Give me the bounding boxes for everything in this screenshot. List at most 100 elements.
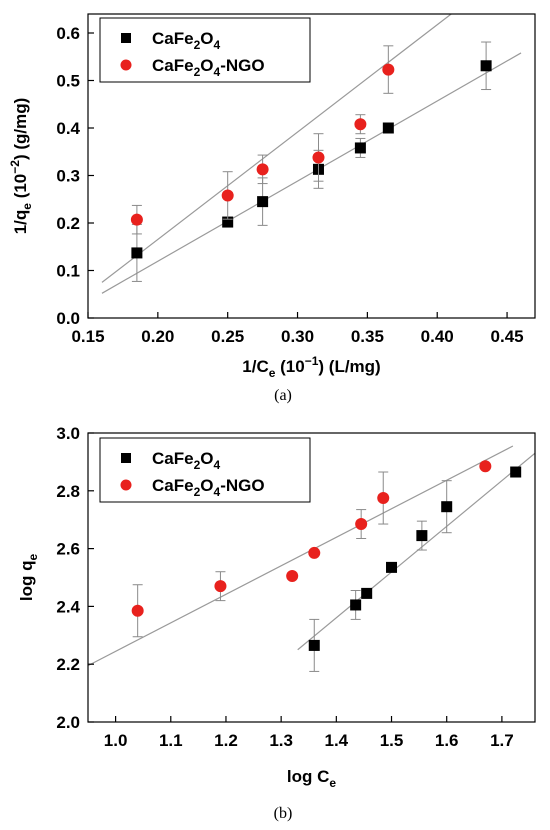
data-point-square bbox=[386, 561, 398, 573]
x-tick-label: 1.0 bbox=[104, 731, 128, 750]
legend-box bbox=[99, 17, 311, 83]
y-axis-label: log qe bbox=[17, 554, 40, 602]
legend-label-text: -NGO bbox=[220, 56, 264, 75]
data-point-square bbox=[222, 216, 234, 228]
x-tick-label: 0.30 bbox=[281, 327, 314, 346]
legend-label-text: CaFe bbox=[152, 29, 194, 48]
legend-label-sub: 2 bbox=[194, 65, 201, 79]
panel-caption: (b) bbox=[274, 805, 293, 822]
y-axis-label-sub: e bbox=[26, 554, 40, 561]
y-tick-label: 2.6 bbox=[56, 540, 80, 559]
y-axis-label: 1/qe (10−2) (g/mg) bbox=[8, 98, 34, 235]
y-tick-label: 0.5 bbox=[56, 72, 80, 91]
y-tick-label: 0.2 bbox=[56, 214, 80, 233]
y-tick-label: 2.2 bbox=[56, 655, 80, 674]
x-tick-label: 0.25 bbox=[211, 327, 244, 346]
data-point-square bbox=[382, 122, 394, 134]
x-axis-label-sub: e bbox=[269, 366, 276, 380]
y-tick-label: 0.6 bbox=[56, 24, 80, 43]
data-point-square bbox=[416, 530, 428, 542]
fit-line-series-1 bbox=[297, 452, 535, 651]
legend-label-text: CaFe bbox=[152, 476, 194, 495]
data-point-square bbox=[510, 466, 522, 478]
y-tick-label: 0.0 bbox=[56, 309, 80, 328]
legend-label: CaFe2O4-NGO bbox=[152, 56, 265, 79]
x-axis-label-sup: −1 bbox=[305, 354, 319, 368]
data-point-square bbox=[350, 599, 362, 611]
y-axis-label-text: ) (g/mg) bbox=[11, 98, 30, 160]
legend-label-text: -NGO bbox=[220, 476, 264, 495]
data-point-square bbox=[131, 247, 143, 259]
x-tick-label: 1.4 bbox=[325, 731, 349, 750]
fit-line-series-2 bbox=[101, 14, 452, 283]
x-tick-label: 1.7 bbox=[490, 731, 514, 750]
x-tick-label: 0.40 bbox=[421, 327, 454, 346]
data-point-circle bbox=[286, 570, 299, 583]
x-axis-label-text: ) (L/mg) bbox=[318, 357, 380, 376]
legend-label-text: CaFe bbox=[152, 449, 194, 468]
y-axis-label-sub: e bbox=[20, 203, 34, 210]
x-axis-label-text: 1/C bbox=[242, 357, 268, 376]
data-point-circle bbox=[354, 118, 367, 131]
x-axis-label: log Ce bbox=[287, 767, 337, 790]
data-point-square bbox=[361, 587, 373, 599]
legend: CaFe2O4 CaFe2O4-NGO bbox=[99, 437, 311, 503]
data-point-circle bbox=[214, 580, 227, 593]
x-tick-label: 1.5 bbox=[380, 731, 404, 750]
x-tick-label: 0.45 bbox=[491, 327, 524, 346]
x-tick-label: 0.35 bbox=[351, 327, 384, 346]
legend-label-text: CaFe bbox=[152, 56, 194, 75]
plot-frame bbox=[87, 13, 536, 319]
data-point-circle bbox=[308, 546, 321, 559]
plot-frame bbox=[87, 432, 536, 723]
data-point-square bbox=[308, 639, 320, 651]
data-point-square bbox=[480, 60, 492, 72]
legend-label-sub: 4 bbox=[214, 65, 221, 79]
x-axis-label-text: log C bbox=[287, 767, 330, 786]
y-tick-label: 0.1 bbox=[56, 262, 80, 281]
chart-panel-1: 0.15 0.20 0.25 0.30 0.35 0.40 0.45 0.0 0.1 0.2 0.3… bbox=[8, 13, 536, 404]
legend-label: CaFe2O4 bbox=[152, 29, 221, 52]
y-tick-label: 0.4 bbox=[56, 119, 80, 138]
legend-label-sub: 4 bbox=[214, 485, 221, 499]
legend-label: CaFe2O4-NGO bbox=[152, 476, 265, 499]
x-tick-label: 0.20 bbox=[141, 327, 174, 346]
y-tick-label: 3.0 bbox=[56, 424, 80, 443]
fit-line-series-2 bbox=[88, 445, 514, 667]
x-axis-label: 1/Ce (10−1) (L/mg) bbox=[242, 354, 380, 380]
legend-label-sub: 4 bbox=[214, 458, 221, 472]
legend-box bbox=[99, 437, 311, 503]
x-tick-label: 1.1 bbox=[159, 731, 183, 750]
legend-label-text: O bbox=[200, 56, 213, 75]
x-tick-label: 1.3 bbox=[269, 731, 293, 750]
data-point-square bbox=[257, 196, 269, 208]
data-point-circle bbox=[382, 63, 395, 76]
legend-label-sub: 4 bbox=[214, 38, 221, 52]
y-axis-label-text: 1/q bbox=[11, 210, 30, 235]
y-axis-label-text: log q bbox=[17, 561, 36, 602]
x-tick-label: 0.15 bbox=[71, 327, 104, 346]
legend-label-text: O bbox=[200, 29, 213, 48]
legend-label: CaFe2O4 bbox=[152, 449, 221, 472]
y-axis-label-sup: −2 bbox=[8, 160, 22, 174]
y-tick-label: 2.8 bbox=[56, 482, 80, 501]
fit-line-series-1 bbox=[101, 52, 522, 294]
data-point-circle bbox=[131, 604, 144, 617]
data-point-circle bbox=[256, 163, 269, 176]
data-point-circle bbox=[221, 189, 234, 202]
y-tick-label: 0.3 bbox=[56, 167, 80, 186]
legend-marker-circle bbox=[120, 479, 132, 491]
panel-caption: (a) bbox=[274, 387, 292, 404]
x-axis-label-text: (10 bbox=[275, 357, 304, 376]
data-point-circle bbox=[130, 213, 143, 226]
legend-marker-circle bbox=[120, 59, 132, 71]
y-tick-label: 2.4 bbox=[56, 597, 80, 616]
legend-marker-square bbox=[121, 33, 131, 43]
legend-label-text: O bbox=[200, 476, 213, 495]
y-axis-label-text: (10 bbox=[11, 174, 30, 203]
data-point-circle bbox=[355, 518, 368, 531]
data-point-circle bbox=[377, 492, 390, 505]
data-point-square bbox=[441, 501, 453, 513]
